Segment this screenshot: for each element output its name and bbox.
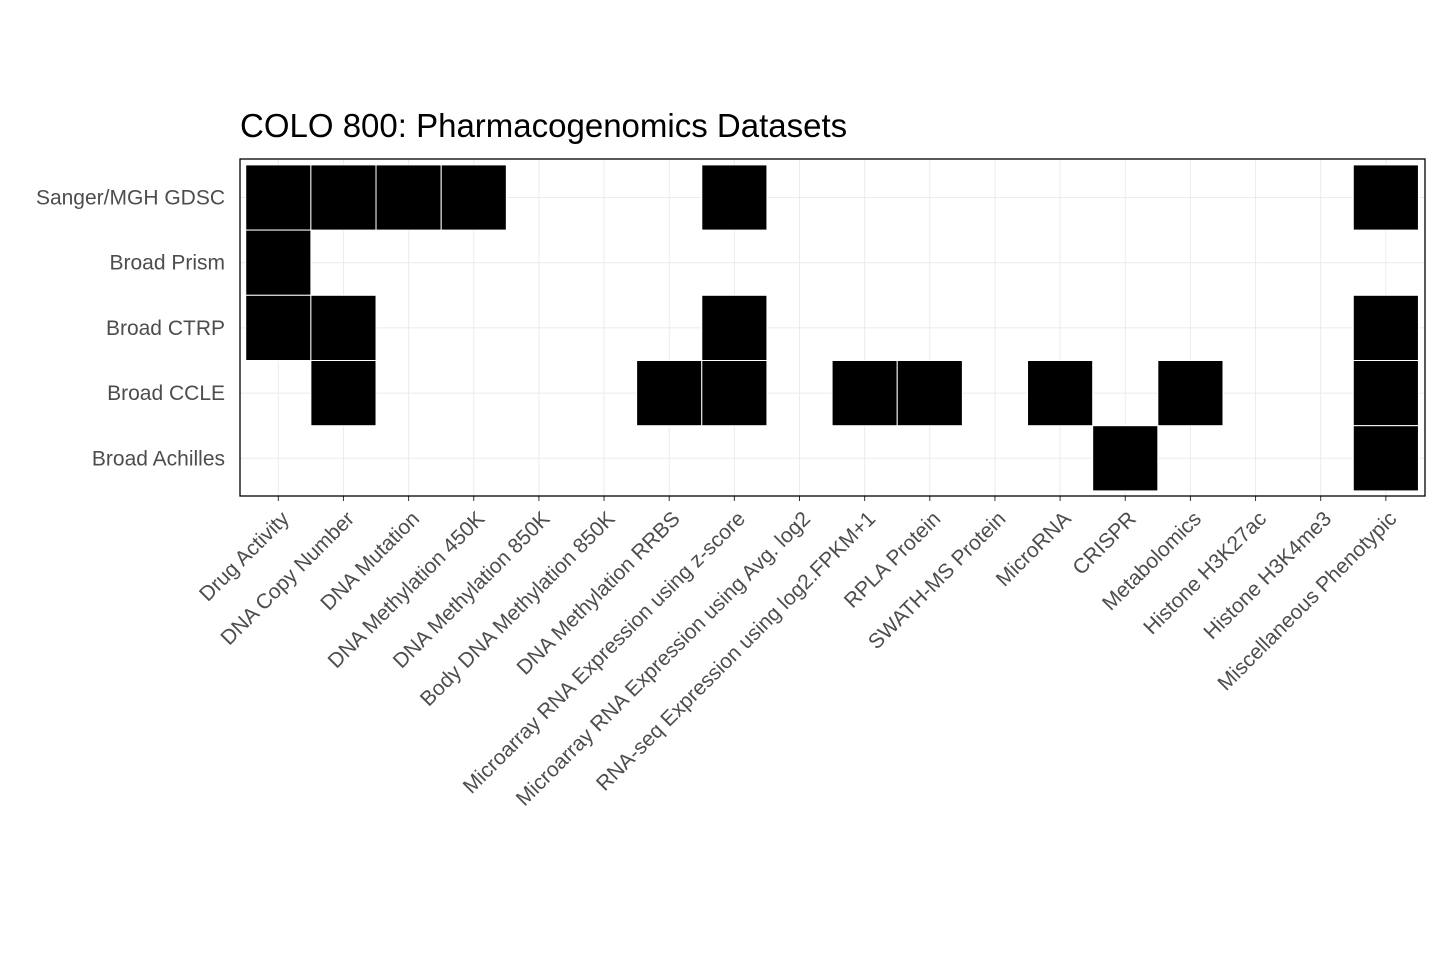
heatmap-cell (310, 360, 377, 427)
plot-panel-border (239, 158, 1426, 497)
heatmap-cell (440, 164, 507, 231)
y-tick-label: Broad Prism (109, 252, 225, 275)
heatmap-cell (1352, 425, 1419, 492)
heatmap-cell (375, 164, 442, 231)
heatmap-cell (1157, 360, 1224, 427)
heatmap-cell (701, 164, 768, 231)
heatmap-cell (245, 164, 312, 231)
y-tick-label: Broad Achilles (92, 447, 225, 470)
y-axis-labels: Sanger/MGH GDSC Broad Prism Broad CTRP Broa… (36, 187, 225, 471)
heatmap-cell (1352, 294, 1419, 361)
heatmap-cell (245, 294, 312, 361)
heatmap-cell (1352, 164, 1419, 231)
y-tick-label: Broad CCLE (107, 382, 225, 405)
y-tick-label: Broad CTRP (106, 317, 225, 340)
heatmap-cell (701, 360, 768, 427)
grid-lines (240, 159, 1425, 501)
heatmap-cell (1352, 360, 1419, 427)
chart-title: COLO 800: Pharmacogenomics Datasets (240, 107, 847, 144)
heatmap-cell (1092, 425, 1159, 492)
heatmap-cell (896, 360, 963, 427)
heatmap-cell (701, 294, 768, 361)
heatmap-cell (245, 229, 312, 296)
heatmap-cell (636, 360, 703, 427)
x-tick-label: Histone H3K27ac (1139, 507, 1271, 639)
y-tick-label: Sanger/MGH GDSC (36, 187, 225, 210)
heatmap-cells (245, 164, 1419, 492)
heatmap-cell (310, 164, 377, 231)
heatmap-cell (310, 294, 377, 361)
heatmap-cell (1027, 360, 1094, 427)
heatmap-cell (831, 360, 898, 427)
